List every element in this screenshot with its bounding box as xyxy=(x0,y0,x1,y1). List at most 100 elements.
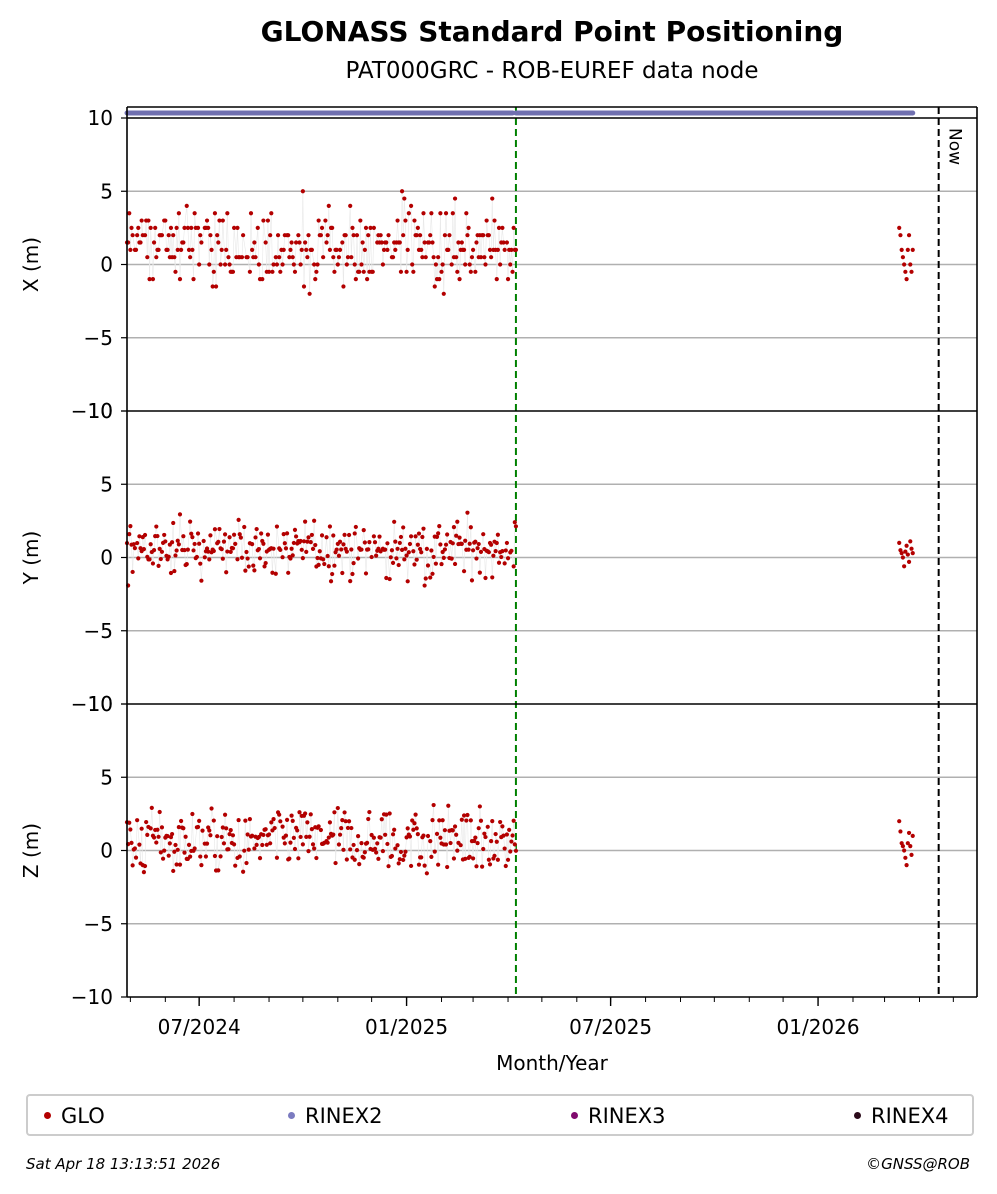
connector xyxy=(219,529,221,549)
glo-point xyxy=(327,524,333,529)
connector xyxy=(415,814,418,829)
glo-point xyxy=(428,233,433,238)
glo-point xyxy=(345,825,351,831)
glo-point xyxy=(356,834,361,839)
glo-point xyxy=(475,840,480,846)
glo-point xyxy=(377,534,382,539)
glo-point xyxy=(407,834,413,839)
glo-point xyxy=(185,547,190,552)
glo-point xyxy=(325,553,330,559)
glo-point xyxy=(415,225,420,230)
glo-point xyxy=(188,854,193,859)
connector xyxy=(300,815,303,837)
connector xyxy=(237,519,239,560)
glo-point xyxy=(163,218,168,223)
x-tick-label: 07/2024 xyxy=(158,1015,241,1039)
connector xyxy=(168,235,171,258)
connector xyxy=(424,242,427,258)
connector xyxy=(127,822,130,845)
glo-point xyxy=(372,540,378,545)
glo-point xyxy=(207,262,212,267)
connector xyxy=(228,834,230,850)
glo-point xyxy=(271,262,276,267)
connector xyxy=(340,549,343,574)
connector xyxy=(460,819,463,846)
connector xyxy=(140,828,142,864)
glo-point xyxy=(897,225,902,230)
glo-point xyxy=(224,570,229,575)
glo-point xyxy=(245,556,250,561)
glo-point xyxy=(224,826,229,831)
connector xyxy=(289,842,291,859)
glo-point xyxy=(165,247,170,252)
glo-point xyxy=(177,277,183,282)
glo-point xyxy=(335,805,340,811)
glo-point xyxy=(250,247,255,252)
glo-point xyxy=(299,247,304,252)
connector xyxy=(454,198,457,258)
glo-point xyxy=(401,233,406,238)
connector xyxy=(242,235,247,258)
connector xyxy=(457,521,459,545)
glo-point xyxy=(274,524,280,529)
connector xyxy=(508,249,511,265)
glo-point xyxy=(175,538,180,543)
connector xyxy=(327,205,330,236)
rinex4-marker-icon xyxy=(854,1111,861,1119)
glo-point xyxy=(490,819,495,824)
glo-point xyxy=(452,196,458,201)
glo-point xyxy=(202,555,207,560)
glo-point xyxy=(468,269,473,274)
glo-point xyxy=(184,562,189,567)
glo-point xyxy=(464,818,469,823)
glo-point xyxy=(154,255,159,260)
connector xyxy=(334,552,336,566)
glo-point xyxy=(334,547,339,552)
connector xyxy=(495,249,498,280)
glo-point xyxy=(432,284,437,289)
glo-point xyxy=(231,225,237,230)
glo-point xyxy=(459,240,464,245)
connector xyxy=(218,529,220,542)
glo-point xyxy=(380,262,386,267)
connector xyxy=(478,806,481,829)
glo-point xyxy=(177,512,183,517)
rinex3-marker-icon xyxy=(571,1111,578,1119)
connector xyxy=(344,534,346,549)
connector xyxy=(491,198,494,250)
connector xyxy=(286,819,289,860)
connector xyxy=(236,227,238,258)
connector xyxy=(266,220,269,272)
connector xyxy=(249,213,252,272)
glo-point xyxy=(296,856,301,861)
connector xyxy=(513,227,516,250)
connector xyxy=(398,542,401,566)
connector xyxy=(302,191,305,287)
glo-point xyxy=(179,247,184,252)
connector xyxy=(513,820,516,845)
glo-point xyxy=(326,203,331,208)
connector xyxy=(407,552,410,582)
glo-point xyxy=(906,830,912,836)
connector xyxy=(435,536,438,564)
glo-point xyxy=(256,262,261,267)
connector xyxy=(461,543,465,572)
glo-point xyxy=(330,571,335,577)
glo-point xyxy=(303,519,308,524)
glo-point xyxy=(176,824,181,830)
glo-point xyxy=(908,262,913,267)
glo-point xyxy=(481,233,486,238)
connector xyxy=(183,227,185,243)
glo-point xyxy=(450,541,455,546)
glo-point xyxy=(270,269,275,274)
glo-point xyxy=(224,247,229,252)
glo-point xyxy=(284,817,290,823)
connector xyxy=(477,828,480,844)
glo-point xyxy=(278,819,283,824)
chart-subtitle: PAT000GRC - ROB-EUREF data node xyxy=(345,58,759,84)
connector xyxy=(431,550,433,574)
glo-point xyxy=(159,549,165,554)
connector xyxy=(342,820,344,850)
connector xyxy=(374,542,377,556)
glo-point xyxy=(157,809,162,815)
